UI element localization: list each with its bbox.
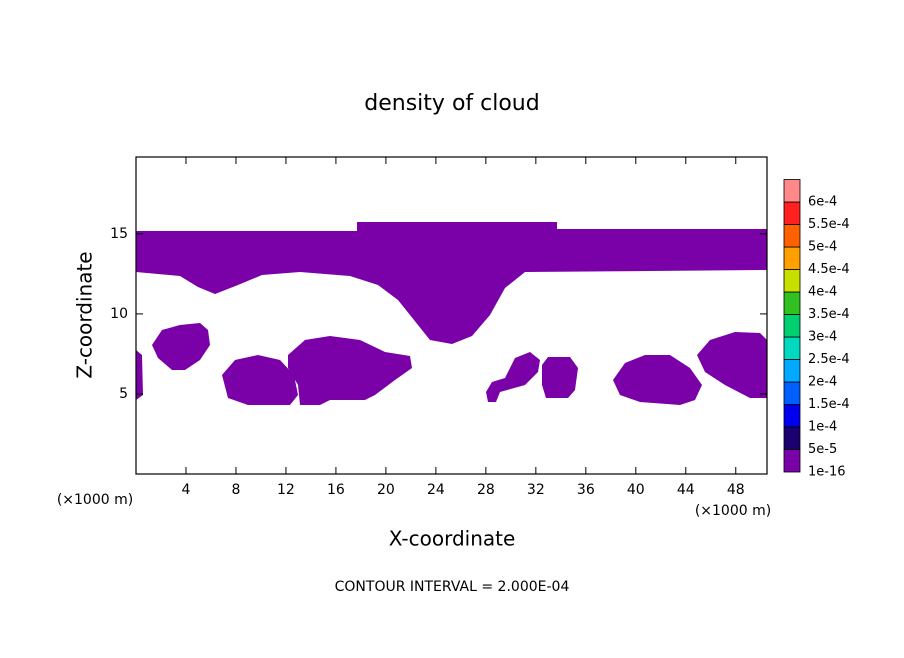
colorbar-swatch [783, 381, 801, 405]
colorbar-swatch [783, 314, 801, 338]
x-tick-label: 8 [231, 482, 240, 498]
y-axis-label: Z-coordinate [73, 251, 97, 378]
colorbar-label: 6e-4 [808, 195, 837, 210]
colorbar-label: 1e-4 [808, 420, 837, 435]
colorbar-label: 5.5e-4 [808, 217, 850, 232]
x-tick-label: 48 [727, 482, 745, 498]
x-tick-label: 20 [377, 482, 395, 498]
cloud-region [697, 332, 767, 398]
cloud-region [613, 355, 702, 405]
colorbar-label: 1e-16 [808, 465, 846, 480]
cloud-region [152, 323, 210, 370]
cloud-regions [136, 222, 767, 405]
colorbar-swatch [783, 179, 801, 203]
colorbar-label: 1.5e-4 [808, 397, 850, 412]
colorbar-swatch [783, 426, 801, 450]
colorbar-label: 2.5e-4 [808, 352, 850, 367]
x-tick-label: 44 [677, 482, 695, 498]
cloud-region [222, 355, 298, 405]
colorbar-label: 3.5e-4 [808, 307, 850, 322]
colorbar-swatch [783, 246, 801, 270]
plot-frame [135, 156, 768, 475]
cloud-region [542, 357, 578, 398]
x-unit: (×1000 m) [57, 492, 133, 508]
colorbar-swatch [783, 291, 801, 315]
y-tick-label: 10 [110, 306, 128, 322]
x-tick-label: 16 [327, 482, 345, 498]
y-tick-label: 15 [110, 226, 128, 242]
chart-title: density of cloud [364, 91, 539, 116]
x-tick-label: 24 [427, 482, 445, 498]
x-unit: (×1000 m) [695, 503, 771, 519]
x-tick-label: 28 [477, 482, 495, 498]
colorbar-swatch [783, 224, 801, 248]
colorbar-swatch [783, 404, 801, 428]
colorbar-label: 3e-4 [808, 330, 837, 345]
x-tick-label: 32 [527, 482, 545, 498]
footer: CONTOUR INTERVAL = 2.000E-04 [335, 579, 570, 595]
cloud-region [486, 352, 540, 402]
x-tick-label: 12 [277, 482, 295, 498]
x-tick-label: 36 [577, 482, 595, 498]
colorbar-label: 5e-5 [808, 442, 837, 457]
colorbar-label: 4.5e-4 [808, 262, 850, 277]
colorbar-swatch [783, 201, 801, 225]
cloud-region [136, 350, 143, 400]
cloud-region [136, 222, 767, 344]
y-tick-label: 5 [119, 386, 128, 402]
colorbar-label: 5e-4 [808, 240, 837, 255]
x-axis-label: X-coordinate [389, 527, 516, 551]
colorbar-swatch [783, 336, 801, 360]
cloud-region [288, 336, 412, 405]
colorbar-swatch [783, 269, 801, 293]
x-tick-label: 4 [182, 482, 191, 498]
x-tick-label: 40 [627, 482, 645, 498]
colorbar-label: 2e-4 [808, 375, 837, 390]
colorbar-swatch [783, 449, 801, 473]
colorbar-label: 4e-4 [808, 285, 837, 300]
colorbar-swatch [783, 359, 801, 383]
